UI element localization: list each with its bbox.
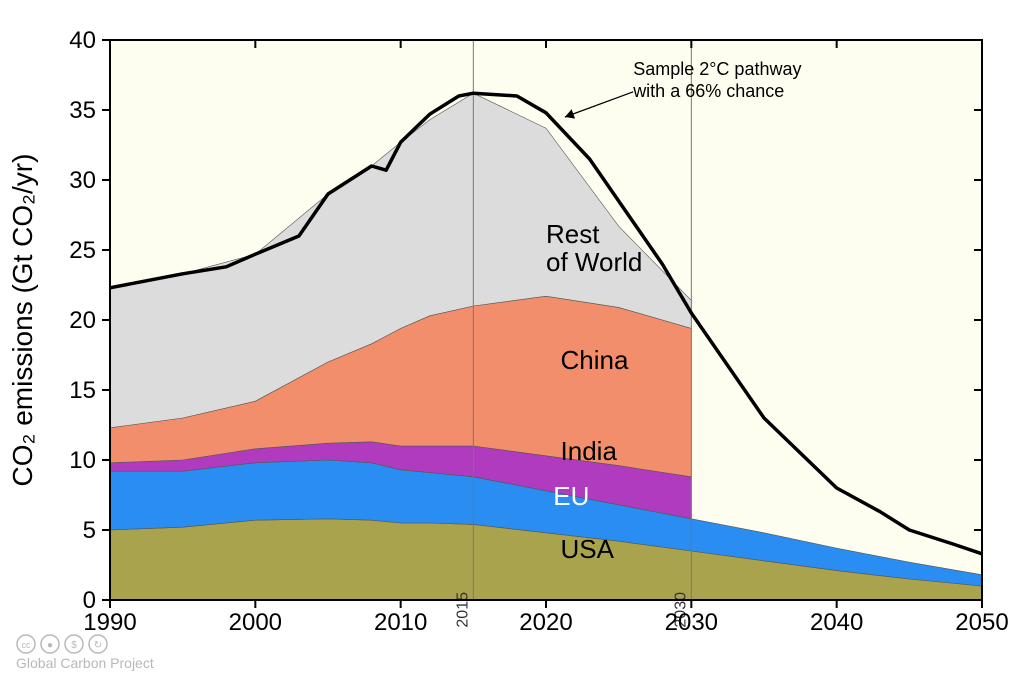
region-label-eu: EU xyxy=(553,481,589,511)
y-tick-0: 0 xyxy=(83,587,96,614)
y-tick-20: 20 xyxy=(69,307,96,334)
y-tick-5: 5 xyxy=(83,517,96,544)
attribution-text: Global Carbon Project xyxy=(16,655,154,671)
cc-icon-glyph: cc xyxy=(22,640,32,650)
y-tick-30: 30 xyxy=(69,167,96,194)
x-tick-2000: 2000 xyxy=(229,609,282,636)
y-tick-10: 10 xyxy=(69,447,96,474)
region-label-india: India xyxy=(561,436,618,466)
co2-emissions-chart: 20152030Sample 2°C pathwaywith a 66% cha… xyxy=(0,0,1024,684)
x-tick-2050: 2050 xyxy=(955,609,1008,636)
x-tick-2010: 2010 xyxy=(374,609,427,636)
pathway-annotation-line2: with a 66% chance xyxy=(632,81,784,101)
nc-icon-glyph: $ xyxy=(71,640,77,651)
y-tick-40: 40 xyxy=(69,27,96,54)
y-tick-15: 15 xyxy=(69,377,96,404)
by-icon-glyph: ● xyxy=(47,640,53,651)
sa-icon-glyph: ↻ xyxy=(94,640,102,651)
y-tick-25: 25 xyxy=(69,237,96,264)
region-label-rest: of World xyxy=(546,247,642,277)
vline-label-2015: 2015 xyxy=(454,592,471,628)
y-tick-35: 35 xyxy=(69,97,96,124)
y-axis-title: CO₂ emissions (Gt CO₂/yr) xyxy=(7,154,38,487)
region-label-rest: Rest xyxy=(546,219,600,249)
x-tick-2030: 2030 xyxy=(665,609,718,636)
x-tick-2020: 2020 xyxy=(519,609,572,636)
chart-container: 20152030Sample 2°C pathwaywith a 66% cha… xyxy=(0,0,1024,684)
region-label-usa: USA xyxy=(561,534,615,564)
x-tick-2040: 2040 xyxy=(810,609,863,636)
region-label-china: China xyxy=(561,345,629,375)
pathway-annotation-line1: Sample 2°C pathway xyxy=(633,59,801,79)
